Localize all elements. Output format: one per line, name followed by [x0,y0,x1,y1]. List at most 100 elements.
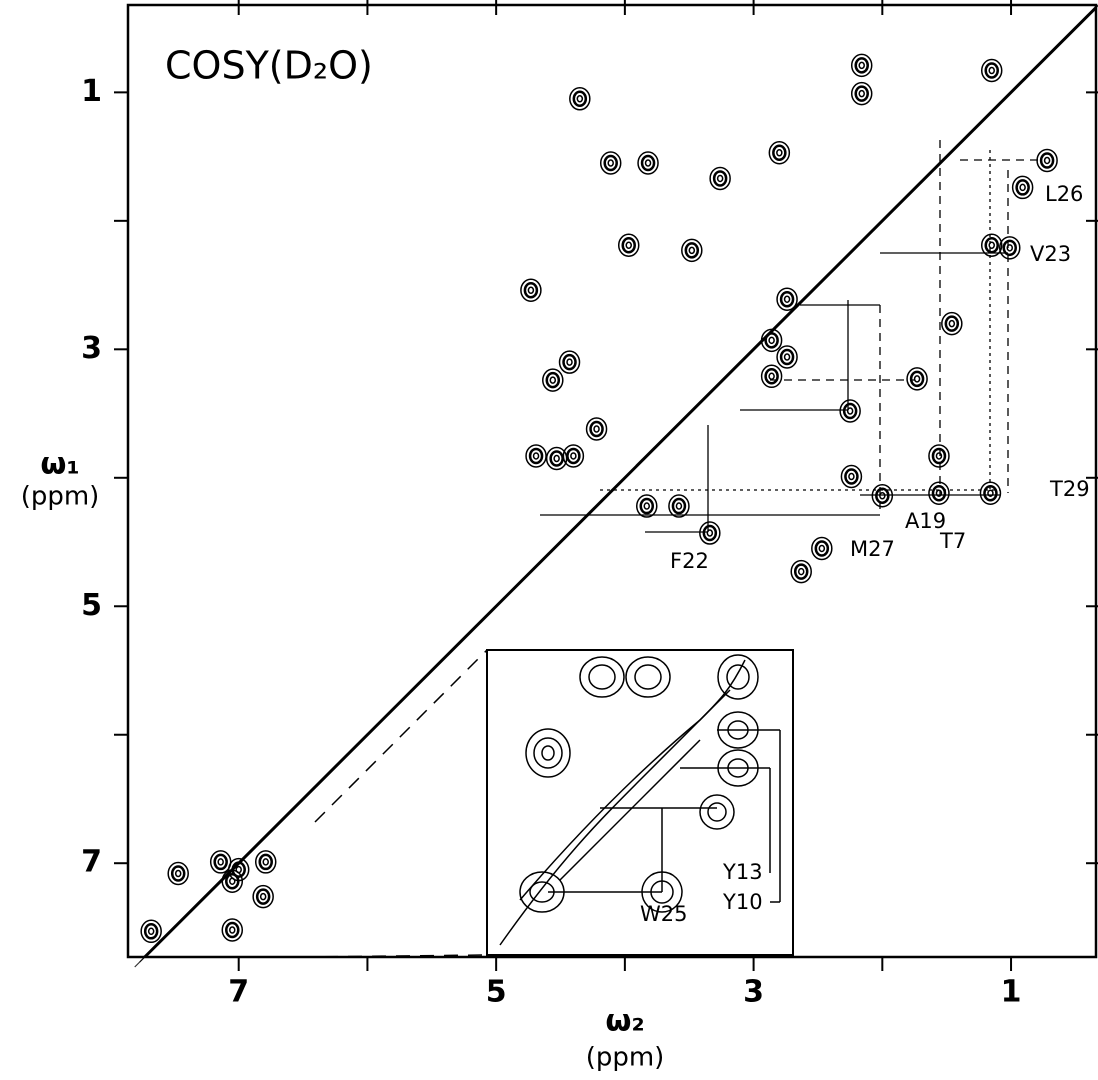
peak-outer [840,464,863,489]
peak-core [688,246,696,255]
peak-outer [668,494,690,518]
cross-peak [854,57,869,74]
peak-outer [999,236,1021,260]
cross-peak [225,921,240,939]
peak-core [1019,183,1026,192]
peak-outer [227,857,250,882]
peak-core [879,492,886,500]
peak-outer [850,53,873,78]
cross-peak [842,402,858,420]
peak-core [1006,244,1014,252]
peak-core [768,372,775,381]
peak-outer [790,559,812,584]
peak-core [818,544,826,553]
cross-peak [779,290,795,308]
cross-peak [671,497,687,515]
peak-core [1043,156,1051,165]
peak-label: T29 [1049,477,1090,501]
x-tick-label: 1 [1001,975,1022,1010]
peak-outer [569,87,591,111]
peak-outer [941,311,963,336]
cross-peak [170,865,186,882]
peak-core [716,174,724,183]
peak-label: Y13 [722,860,763,884]
peak-outer [617,233,640,257]
peak-outer [636,494,658,518]
peak-label: T7 [939,529,966,553]
peak-outer [980,233,1003,257]
x-tick-label: 5 [486,975,507,1010]
cross-peak [603,154,618,172]
peak-core [217,858,224,866]
peak-core [607,159,614,167]
x-tick-label: 3 [743,975,764,1010]
inset-contours [499,654,781,946]
peak-outer [709,166,731,191]
peak-outer [562,444,585,468]
inset-frame [486,649,794,956]
cross-peak [844,468,859,485]
peak-core [913,375,921,383]
peak-outer [585,417,608,441]
peak-outer [760,328,783,353]
peak-core [948,319,956,328]
cross-peak [566,447,581,465]
peak-core [675,502,683,510]
cross-peak [549,450,564,467]
peak-outer [979,481,1002,505]
diagonal-ridge [134,17,1087,968]
peak-outer [254,850,277,874]
peak-core [987,489,994,497]
peak-core [783,295,791,303]
y-tick-label: 7 [81,845,102,880]
y-tick-label: 3 [81,331,102,366]
peak-outer [520,278,542,302]
plot-frame [126,3,1098,959]
cross-peak [639,497,655,515]
peak-core [625,241,632,249]
peak-outer [871,484,894,508]
cross-peak [258,853,273,871]
peak-core [935,452,943,460]
peak-outer [140,919,162,944]
peak-label: W25 [640,902,688,926]
peak-outer [768,140,791,165]
peak-core [988,241,995,249]
cross-peak [779,348,795,366]
peak-core [147,927,155,936]
peak-outer [906,367,928,391]
peak-outer [599,151,622,175]
peak-label: Y10 [722,890,763,914]
cross-peak [589,420,604,438]
cross-peak [684,242,700,259]
cross-peak [1039,152,1055,169]
cross-peak [621,236,636,254]
peak-core [644,159,652,167]
peak-outer [839,399,861,423]
peak-outer [760,364,783,389]
cross-peak [528,447,544,465]
peak-outer [681,238,703,263]
peak-outer [221,918,244,942]
peak-core [553,454,560,463]
peak-core [532,452,540,460]
cross-peak [702,524,718,542]
cross-peak [772,144,787,161]
cross-peak [545,371,561,389]
cross-peak [523,281,539,299]
peak-outer [252,884,274,909]
peak-outer [542,368,564,392]
cross-peak [931,447,947,465]
peak-outer [167,861,189,886]
peak-core [262,858,269,866]
cross-peak [1015,179,1030,196]
peak-core [643,502,651,510]
cross-peak [640,154,656,172]
cross-peak [213,853,228,871]
peak-core [768,336,775,345]
peak-outer [928,481,950,505]
peak-core [593,425,600,433]
peak-core [706,529,714,537]
cross-peak [909,370,925,388]
